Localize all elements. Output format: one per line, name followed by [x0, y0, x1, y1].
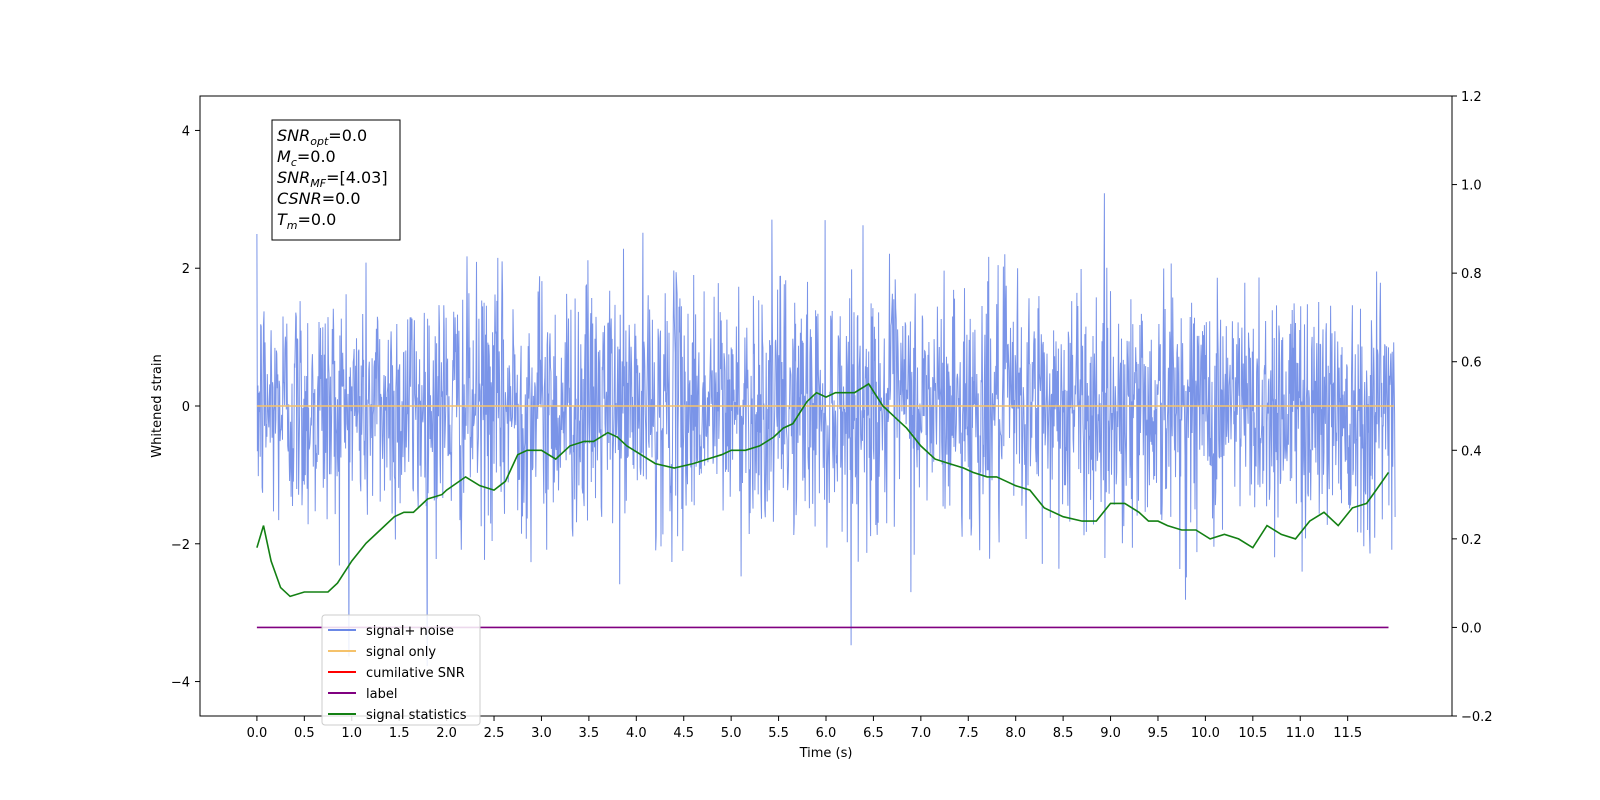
y-tick-label: −2	[171, 538, 190, 553]
x-tick-label: 7.0	[911, 726, 932, 741]
x-tick-label: 4.0	[626, 726, 647, 741]
x-tick-label: 1.5	[389, 726, 410, 741]
x-tick-label: 5.5	[768, 726, 789, 741]
x-tick-label: 2.5	[484, 726, 505, 741]
y2-tick-label: 1.0	[1461, 179, 1482, 194]
annotation-frame	[271, 119, 401, 241]
y2-tick-label: 1.2	[1461, 90, 1482, 105]
y-tick-label: 4	[182, 124, 190, 139]
legend-label: label	[366, 687, 397, 702]
x-tick-label: 7.5	[958, 726, 979, 741]
x-tick-label: 3.0	[531, 726, 552, 741]
x-tick-label: 4.5	[673, 726, 694, 741]
axes: 0.0 0.5 1.0 1.5 2.0 2.5 3.0 3.5 4.0 4.5 5.0 5.5 6.0 6…	[171, 90, 1493, 741]
x-tick-label: 9.5	[1148, 726, 1169, 741]
x-tick-label: 2.0	[436, 726, 457, 741]
x-tick-label: 6.0	[816, 726, 837, 741]
series-signal-statistics	[256, 382, 1390, 598]
y2-tick-label: 0.2	[1461, 533, 1482, 548]
x-tick-label: 8.5	[1053, 726, 1074, 741]
legend-label: signal statistics	[366, 708, 467, 723]
y-axis-label: Whitened strain	[150, 354, 165, 457]
x-tick-label: 11.0	[1286, 726, 1315, 741]
y-tick-label: 2	[182, 262, 190, 277]
x-tick-label: 10.5	[1238, 726, 1267, 741]
x-tick-label: 5.0	[721, 726, 742, 741]
x-tick-label: 3.5	[579, 726, 600, 741]
y2-tick-label: 0.0	[1461, 621, 1482, 636]
x-tick-label: 1.0	[341, 726, 362, 741]
y2-tick-label: 0.6	[1461, 356, 1482, 371]
annotation-line: Mc=0.0	[277, 147, 336, 169]
x-tick-label: 6.5	[863, 726, 884, 741]
legend-label: signal+ noise	[366, 624, 454, 639]
legend: signal+ noise signal only cumilative SNR la…	[321, 614, 481, 726]
x-tick-label: 9.0	[1100, 726, 1121, 741]
y2-tick-label: −0.2	[1461, 710, 1493, 725]
legend-frame	[321, 614, 481, 726]
y-tick-label: −4	[171, 676, 190, 691]
legend-label: signal only	[366, 645, 436, 660]
annotation-line: SNRMF=[4.03]	[277, 168, 388, 190]
legend-label: cumilative SNR	[366, 666, 465, 681]
x-tick-label: 10.0	[1191, 726, 1220, 741]
x-tick-label: 0.0	[247, 726, 268, 741]
x-tick-label: 0.5	[294, 726, 315, 741]
x-tick-label: 8.0	[1005, 726, 1026, 741]
annotation-line: CSNR=0.0	[277, 189, 361, 208]
annotation-line: Tm=0.0	[277, 210, 336, 232]
annotation-line: SNRopt=0.0	[277, 126, 367, 148]
series-signal-noise	[256, 193, 1396, 667]
y2-tick-label: 0.4	[1461, 444, 1482, 459]
y-tick-label: 0	[182, 400, 190, 415]
x-tick-label: 11.5	[1333, 726, 1362, 741]
y2-tick-label: 0.8	[1461, 267, 1482, 282]
x-axis-label: Time (s)	[799, 746, 853, 761]
